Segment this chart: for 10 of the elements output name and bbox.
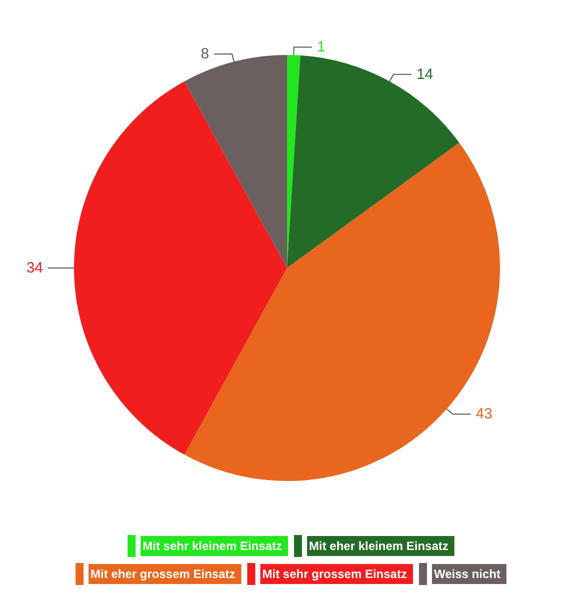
data-label: 8 <box>200 45 210 62</box>
legend-label: Mit eher grossem Einsatz <box>90 567 236 581</box>
data-label: 34 <box>26 260 43 276</box>
legend-label: Mit eher kleinem Einsatz <box>309 539 448 553</box>
data-label: 43 <box>476 406 492 423</box>
legend-label: Weiss nicht <box>434 567 500 581</box>
data-label: 14 <box>416 66 434 83</box>
legend-label: Mit sehr grossem Einsatz <box>262 567 407 581</box>
data-label: 1 <box>316 38 326 56</box>
legend-label: Mit sehr kleinem Einsatz <box>142 539 282 553</box>
